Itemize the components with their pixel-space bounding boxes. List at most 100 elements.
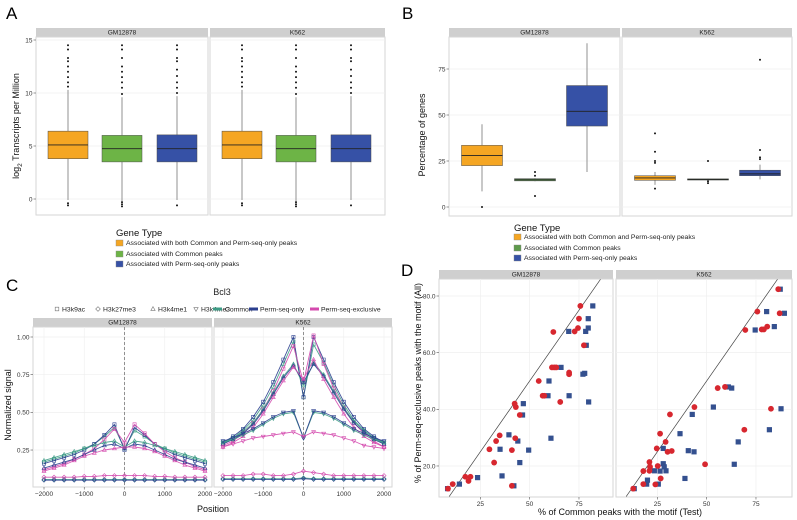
facet-strip-label: K562 (295, 320, 311, 327)
outlier-point (121, 86, 123, 89)
triangle-down-marker (260, 434, 266, 440)
outlier-point (241, 85, 243, 88)
triangle-marker (192, 465, 198, 470)
diamond-marker (260, 476, 266, 482)
square-marker (351, 414, 356, 419)
diamond-marker (341, 476, 347, 482)
legend-key (249, 307, 258, 311)
outlier-point (654, 160, 656, 162)
triangle-down-marker (230, 442, 236, 447)
facet-strip-label: GM12878 (520, 30, 549, 37)
triangle-marker (61, 462, 67, 467)
diamond-marker (182, 474, 188, 480)
y-tick-label: 20.0 (423, 463, 436, 470)
diamond-marker (341, 476, 347, 482)
y-tick-label: 40.0 (423, 407, 436, 414)
x-tick-label: 75 (752, 501, 760, 508)
diamond-marker (240, 476, 246, 482)
x-tick-label: −2000 (35, 491, 54, 498)
diamond-marker (162, 476, 168, 482)
triangle-marker (301, 382, 306, 387)
triangle-marker (122, 444, 127, 449)
diamond-marker (321, 471, 327, 477)
x-tick-label: −1000 (75, 491, 94, 498)
legend-label: Associated with Common peaks (126, 251, 223, 258)
outlier-point (654, 132, 656, 135)
facet-strip-label: K562 (696, 272, 712, 279)
outlier-point (350, 48, 352, 51)
y-axis-label: Percentage of genes (417, 93, 427, 177)
triangle-marker (51, 454, 57, 460)
outlier-point (350, 57, 352, 60)
circle-point (516, 412, 523, 418)
triangle-marker (321, 376, 327, 381)
square-point (583, 328, 589, 335)
diamond-marker (290, 476, 296, 482)
square-marker (291, 344, 296, 348)
outlier-point (176, 92, 178, 94)
legend-label: H3k9ac (62, 307, 86, 314)
triangle-marker (311, 361, 316, 366)
square-point (548, 435, 554, 441)
triangle-marker (172, 457, 178, 463)
diamond-marker (111, 476, 117, 482)
square-marker (102, 437, 107, 442)
square-point (660, 445, 666, 452)
outlier-point (295, 76, 297, 79)
outlier-point (176, 81, 178, 84)
facet-panel (621, 36, 793, 217)
square-point (558, 364, 564, 370)
circle-point (775, 286, 782, 293)
box (739, 169, 781, 176)
diamond-marker (91, 476, 97, 482)
diamond-marker (280, 476, 286, 482)
legend-label: Associated with both Common and Perm-seq… (126, 240, 298, 247)
square-point (582, 370, 588, 376)
square-point (657, 468, 663, 474)
outlier-point (241, 81, 243, 84)
outlier-point (654, 187, 656, 190)
diamond-marker (162, 477, 168, 483)
series-line (223, 478, 384, 480)
outlier-point (67, 57, 69, 60)
outlier-point (176, 60, 178, 63)
triangle-down-marker (291, 430, 296, 435)
diamond-marker (182, 476, 188, 482)
panel-letter-c: C (6, 276, 18, 295)
outlier-point (176, 68, 178, 71)
diamond-marker (280, 476, 286, 482)
circle-point (741, 426, 748, 433)
diamond-marker (361, 473, 367, 479)
diamond-marker (91, 477, 97, 483)
triangle-marker (81, 445, 87, 451)
triangle-marker (182, 451, 188, 457)
outlier-point (295, 93, 297, 96)
circle-point (768, 405, 774, 412)
diamond-marker (192, 476, 198, 482)
triangle-down-marker (270, 433, 276, 438)
square-point (585, 325, 591, 331)
circle-point (581, 342, 587, 349)
diamond-marker (240, 476, 246, 482)
legend-label: H3k27me3 (103, 307, 136, 314)
diamond-marker (351, 473, 357, 479)
outlier-point (67, 70, 69, 73)
triangle-down-marker (361, 431, 367, 437)
diamond-marker (290, 471, 296, 477)
outlier-point (295, 81, 297, 84)
diamond-marker (61, 477, 67, 483)
diamond-marker (290, 476, 296, 482)
legend-label: Associated with Perm-seq-only peaks (524, 255, 638, 262)
square-point (566, 328, 572, 335)
diamond-marker (351, 476, 357, 482)
triangle-down-marker (361, 443, 367, 449)
outlier-point (481, 206, 483, 208)
circle-point (647, 463, 653, 470)
facet-panel (448, 36, 621, 217)
triangle-marker (152, 442, 158, 448)
legend-key (115, 260, 124, 268)
legend-key (115, 239, 124, 247)
circle-point (668, 448, 675, 454)
triangle-marker (331, 394, 337, 399)
